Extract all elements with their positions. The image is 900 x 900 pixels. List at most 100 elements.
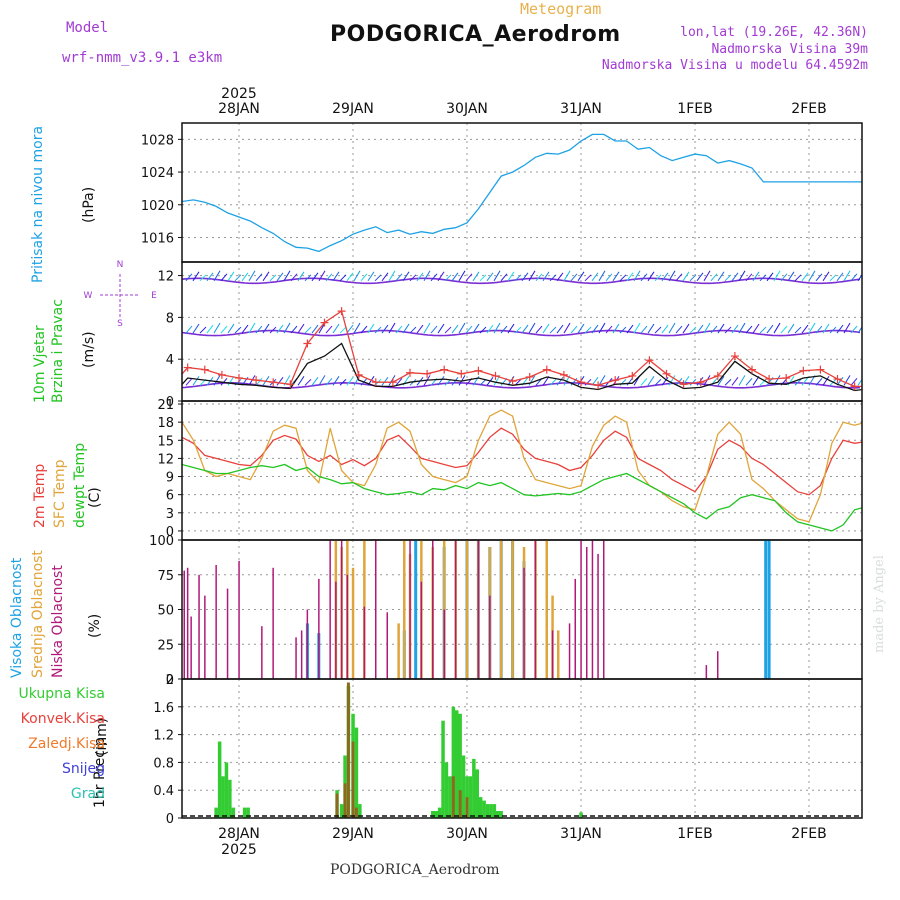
y-tick-label: 0 <box>166 673 174 688</box>
bar-niska-oblacnost <box>226 588 229 679</box>
meteogram-subtitle: Meteogram <box>520 0 602 18</box>
panel-frame-precip <box>181 678 863 819</box>
wind-barb <box>479 274 487 282</box>
wind-barb-band <box>182 329 861 337</box>
wind-barb <box>808 322 816 334</box>
wind-barb <box>262 323 270 334</box>
gust-marker <box>388 378 397 387</box>
bar-niska-oblacnost <box>705 665 708 679</box>
bar-ukupna-kisa <box>437 807 442 818</box>
bar-konvek-kisa <box>343 783 347 818</box>
wind-barb <box>640 377 648 386</box>
date-label-top: 28JAN <box>218 101 260 117</box>
gust-marker <box>577 378 585 387</box>
wind-barb <box>584 378 592 386</box>
bar-ukupna-kisa <box>448 776 452 818</box>
wind-barb <box>752 271 760 282</box>
bar-ukupna-kisa <box>472 758 476 818</box>
wind-barb <box>234 326 242 334</box>
wind-barb <box>367 323 375 334</box>
gust-marker <box>217 370 226 379</box>
wind-barb <box>220 325 228 334</box>
wind-barb <box>402 323 410 334</box>
wind-barb <box>297 323 305 334</box>
gust-marker <box>337 307 346 316</box>
bar-ukupna-kisa <box>458 713 462 818</box>
wind-barb <box>598 322 606 334</box>
bar-srednja-oblacnost <box>397 623 400 679</box>
wind-barb <box>388 375 396 386</box>
wind-barb <box>731 272 739 282</box>
bar-niska-oblacnost <box>375 540 377 679</box>
gust-marker <box>833 375 842 384</box>
bar-srednja-oblacnost <box>403 540 406 679</box>
legend-hail: Grad <box>70 786 105 802</box>
wind-barb <box>381 324 389 334</box>
y-tick-label: 21 <box>157 398 174 413</box>
wind-barb <box>458 270 466 282</box>
wind-barb <box>556 377 564 386</box>
bar-konvek-kisa <box>335 793 339 818</box>
clouds-series <box>178 540 771 679</box>
date-label-top: 31JAN <box>560 101 602 117</box>
wind-barb <box>507 323 515 334</box>
wind-barb <box>255 273 263 282</box>
y-tick-label: 15 <box>157 434 174 449</box>
gust-marker <box>559 370 568 379</box>
compass-e: E <box>151 291 157 301</box>
wind-barb <box>374 326 382 334</box>
temperature-series <box>182 409 862 532</box>
y-tick-label: 1.6 <box>153 701 174 716</box>
wind-series <box>182 270 876 392</box>
bar-visoka-oblacnost <box>178 662 181 679</box>
y-tick-label: 6 <box>166 489 174 504</box>
wind-barb <box>584 326 592 334</box>
wind-barb <box>409 326 417 334</box>
bar-ukupna-kisa <box>358 804 362 818</box>
bar-niska-oblacnost <box>215 565 217 679</box>
bar-niska-oblacnost <box>477 540 480 679</box>
wind-barb <box>605 273 613 282</box>
wind-barb <box>689 274 697 282</box>
wind-barb <box>668 322 676 334</box>
wind-barb <box>766 272 774 282</box>
wind-barb <box>507 271 515 282</box>
wind-barb <box>360 325 368 334</box>
wind-barb <box>654 274 662 282</box>
bar-konvek-kisa <box>458 790 462 818</box>
wind-barb <box>542 323 550 334</box>
y-tick-label: 3 <box>166 507 174 522</box>
wind-barb <box>668 270 676 282</box>
wind-barb <box>577 323 585 334</box>
wind-barb <box>731 377 739 386</box>
wind-barb <box>794 326 802 334</box>
wind-barb <box>437 323 445 334</box>
wind-barb <box>556 324 564 334</box>
gust-marker <box>628 371 637 380</box>
bar-visoka-oblacnost <box>414 540 418 679</box>
wind-barb <box>724 274 732 282</box>
wind-barb <box>696 377 704 386</box>
gust-marker <box>868 382 876 390</box>
bar-ukupna-kisa <box>434 811 438 818</box>
bar-ukupna-kisa <box>221 776 225 818</box>
wind-barb <box>430 273 438 282</box>
date-label-bottom: 2FEB <box>791 826 826 842</box>
wind-barb <box>591 272 599 282</box>
wind-barb <box>395 377 403 386</box>
wind-barb <box>465 325 473 334</box>
y-tick-label: 18 <box>157 416 174 431</box>
bar-ukupna-kisa <box>496 811 500 818</box>
date-label-bottom: 28JAN <box>218 826 260 842</box>
compass-w: W <box>84 291 93 301</box>
wind-barb <box>192 376 200 386</box>
date-label-bottom: 31JAN <box>560 826 602 842</box>
bar-niska-oblacnost <box>306 609 309 679</box>
gust-marker <box>286 380 295 389</box>
wind-barb <box>346 272 354 282</box>
gust-marker <box>235 374 243 383</box>
wind-barb <box>423 270 431 282</box>
y-tick-label: 0 <box>166 525 174 540</box>
wind-barb <box>227 271 235 282</box>
y-tick-label: 50 <box>157 604 174 619</box>
